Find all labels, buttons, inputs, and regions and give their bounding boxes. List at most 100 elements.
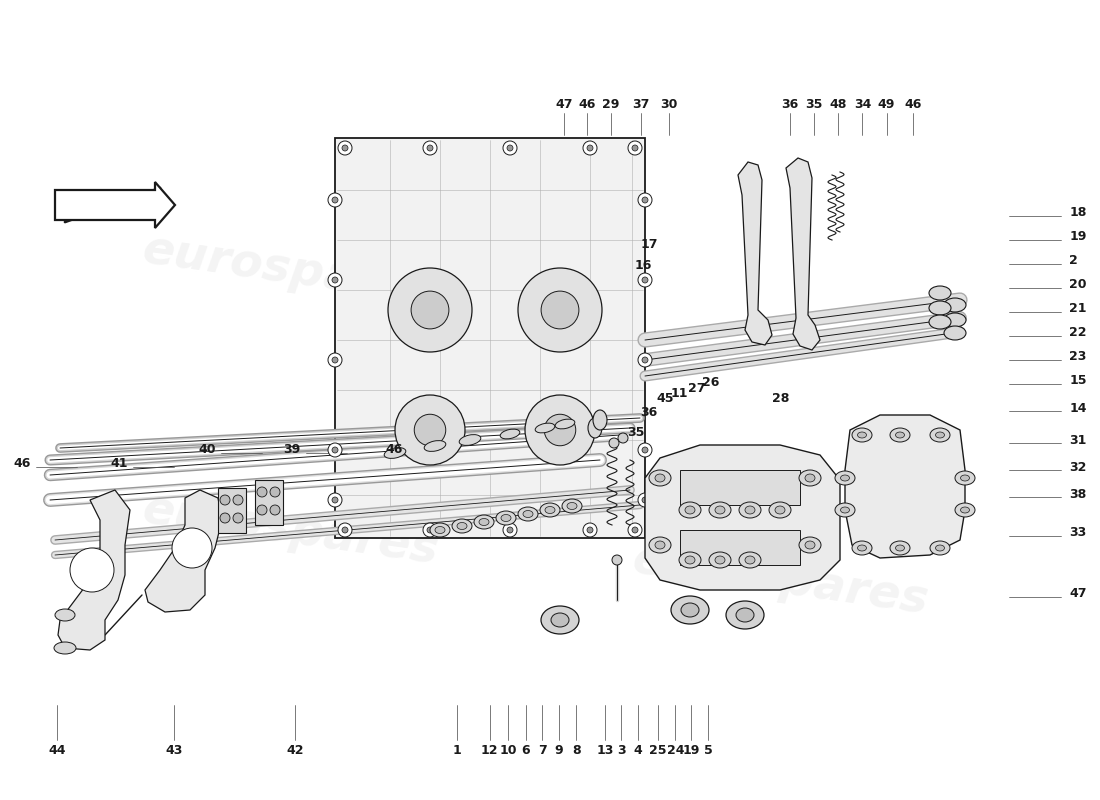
Circle shape [332, 357, 338, 363]
Ellipse shape [715, 556, 725, 564]
Ellipse shape [852, 541, 872, 555]
Bar [680, 530, 800, 565]
Ellipse shape [649, 537, 671, 553]
Text: 34: 34 [854, 98, 871, 111]
Ellipse shape [540, 503, 560, 517]
Bar [218, 488, 246, 533]
Text: 21: 21 [1069, 302, 1087, 315]
Ellipse shape [930, 428, 950, 442]
Ellipse shape [518, 507, 538, 521]
Text: 6: 6 [521, 743, 530, 757]
Circle shape [332, 497, 338, 503]
Circle shape [638, 273, 652, 287]
Ellipse shape [474, 515, 494, 529]
Text: 24: 24 [667, 743, 684, 757]
Ellipse shape [649, 470, 671, 486]
Ellipse shape [452, 519, 472, 533]
Circle shape [328, 193, 342, 207]
Circle shape [628, 523, 642, 537]
Text: 12: 12 [481, 743, 498, 757]
Ellipse shape [930, 541, 950, 555]
Circle shape [503, 141, 517, 155]
Ellipse shape [799, 470, 821, 486]
Ellipse shape [593, 410, 607, 430]
Text: 20: 20 [1069, 278, 1087, 291]
Text: 49: 49 [878, 98, 895, 111]
Text: 38: 38 [1069, 488, 1087, 501]
Text: 39: 39 [283, 443, 300, 456]
Text: 4: 4 [634, 743, 642, 757]
Ellipse shape [544, 506, 556, 514]
Ellipse shape [710, 552, 732, 568]
Text: 7: 7 [538, 743, 547, 757]
Polygon shape [55, 182, 175, 228]
Ellipse shape [935, 545, 945, 551]
Ellipse shape [685, 506, 695, 514]
Text: 3: 3 [617, 743, 626, 757]
Ellipse shape [852, 428, 872, 442]
Text: 27: 27 [688, 382, 705, 394]
Ellipse shape [858, 545, 867, 551]
Text: 37: 37 [632, 98, 650, 111]
Ellipse shape [840, 507, 849, 513]
Ellipse shape [551, 613, 569, 627]
Circle shape [642, 497, 648, 503]
Circle shape [332, 197, 338, 203]
Circle shape [642, 447, 648, 453]
Circle shape [220, 513, 230, 523]
Text: 1: 1 [452, 743, 461, 757]
Text: 13: 13 [596, 743, 614, 757]
Ellipse shape [478, 518, 490, 526]
Circle shape [628, 141, 642, 155]
Circle shape [642, 277, 648, 283]
Circle shape [618, 433, 628, 443]
Circle shape [257, 487, 267, 497]
Polygon shape [786, 158, 820, 350]
Text: 30: 30 [660, 98, 678, 111]
Circle shape [70, 548, 114, 592]
Ellipse shape [654, 541, 666, 549]
Circle shape [638, 443, 652, 457]
Text: 48: 48 [829, 98, 847, 111]
Circle shape [328, 493, 342, 507]
Ellipse shape [654, 474, 666, 482]
Text: 46: 46 [13, 458, 31, 470]
Ellipse shape [805, 474, 815, 482]
Ellipse shape [726, 601, 764, 629]
Ellipse shape [955, 503, 975, 517]
Bar [255, 480, 283, 525]
Text: 29: 29 [602, 98, 619, 111]
Circle shape [332, 447, 338, 453]
Ellipse shape [769, 502, 791, 518]
Text: 36: 36 [781, 98, 799, 111]
Circle shape [525, 395, 595, 465]
Ellipse shape [522, 510, 534, 518]
Text: 9: 9 [554, 743, 563, 757]
Text: 15: 15 [1069, 374, 1087, 387]
Ellipse shape [835, 503, 855, 517]
Ellipse shape [685, 556, 695, 564]
Text: 23: 23 [1069, 350, 1087, 363]
Circle shape [507, 527, 513, 533]
Circle shape [424, 141, 437, 155]
Text: 26: 26 [702, 376, 719, 389]
Polygon shape [145, 490, 222, 612]
Circle shape [338, 141, 352, 155]
Ellipse shape [679, 552, 701, 568]
Bar [680, 470, 800, 505]
Circle shape [427, 145, 433, 151]
Ellipse shape [935, 432, 945, 438]
Circle shape [328, 443, 342, 457]
Text: 47: 47 [1069, 587, 1087, 600]
Text: 18: 18 [1069, 206, 1087, 219]
Text: 44: 44 [48, 743, 66, 757]
Ellipse shape [739, 502, 761, 518]
Ellipse shape [930, 286, 952, 300]
Text: 16: 16 [635, 259, 652, 272]
Ellipse shape [459, 434, 481, 446]
Text: 17: 17 [640, 238, 658, 250]
Circle shape [638, 493, 652, 507]
Text: 45: 45 [657, 392, 674, 405]
Text: eurospares: eurospares [139, 487, 441, 573]
Ellipse shape [745, 556, 755, 564]
